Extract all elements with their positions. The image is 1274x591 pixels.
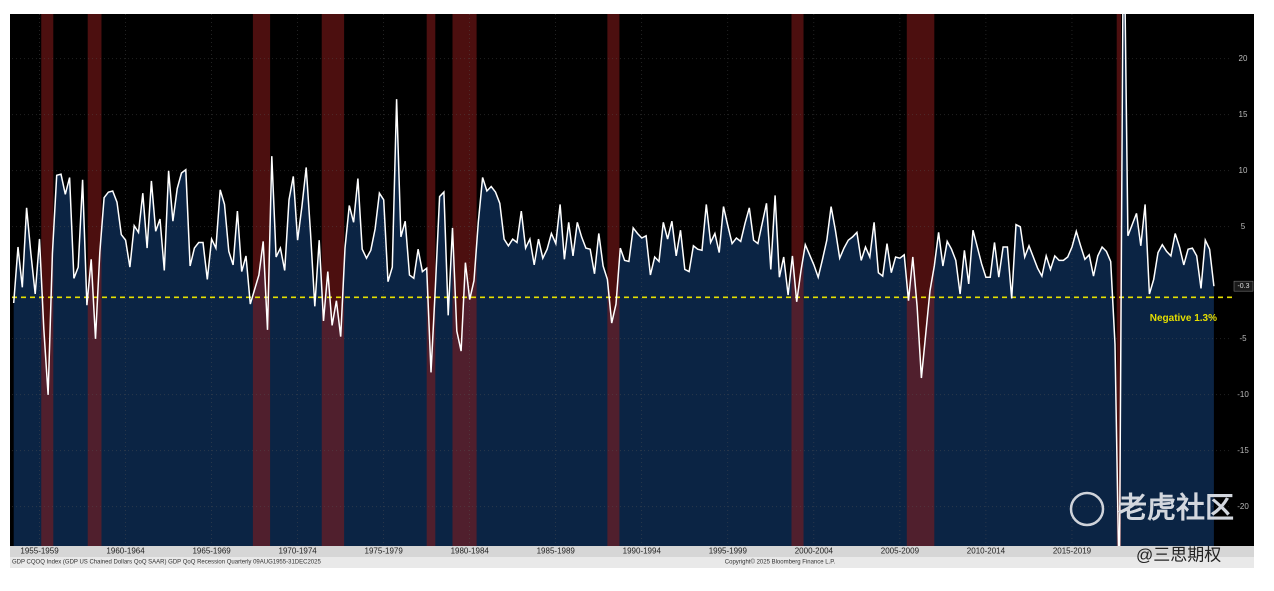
plot-area xyxy=(12,14,1232,546)
watermark-logo xyxy=(1069,491,1105,527)
recession-band xyxy=(41,14,54,546)
watermark: 老虎社区 xyxy=(1118,492,1234,525)
y-tick-label: -20 xyxy=(1237,502,1249,511)
y-tick-label: 5 xyxy=(1241,222,1246,231)
x-tick-label: 1955-1959 xyxy=(20,547,59,556)
y-tick-label: -5 xyxy=(1239,334,1247,343)
x-axis-strip xyxy=(10,546,1254,557)
x-tick-label: 1970-1974 xyxy=(279,547,318,556)
y-tick-label: -15 xyxy=(1237,446,1249,455)
x-tick-label: 1995-1999 xyxy=(709,547,748,556)
footer: GDP CQOQ Index (GDP US Chained Dollars Q… xyxy=(12,560,321,566)
recession-band xyxy=(607,14,620,546)
last-value-box xyxy=(1233,280,1254,292)
recession-band xyxy=(906,14,935,546)
recession-band xyxy=(791,14,804,546)
x-tick-label: 1980-1984 xyxy=(451,547,490,556)
x-tick-label: 2000-2004 xyxy=(795,547,834,556)
y-tick-label: 10 xyxy=(1239,166,1248,175)
x-tick-label: 1965-1969 xyxy=(192,547,231,556)
recession-band xyxy=(426,14,436,546)
recession-band xyxy=(1116,14,1122,546)
y-tick-label: -10 xyxy=(1237,390,1249,399)
x-tick-label: 1960-1964 xyxy=(106,547,145,556)
y-tick-label: 15 xyxy=(1239,110,1248,119)
credit: @三思期权 xyxy=(1136,545,1221,564)
recession-band xyxy=(321,14,345,546)
x-tick-label: 2005-2009 xyxy=(881,547,920,556)
x-tick-label: 1985-1989 xyxy=(537,547,576,556)
footer-strip xyxy=(10,557,1254,568)
line xyxy=(12,14,1215,546)
y-tick-label: 20 xyxy=(1239,54,1248,63)
x-tick-label: 1990-1994 xyxy=(623,547,662,556)
x-tick-label: 2015-2019 xyxy=(1053,547,1092,556)
x-tick-label: 2010-2014 xyxy=(967,547,1006,556)
annotation: Negative 1.3% xyxy=(1150,313,1217,324)
recession-band xyxy=(87,14,102,546)
recession-band xyxy=(252,14,271,546)
x-tick-label: 1975-1979 xyxy=(365,547,404,556)
copyright: Copyright© 2025 Bloomberg Finance L.P. xyxy=(725,559,836,566)
last-value-label: -0.3 xyxy=(1237,283,1249,290)
logo-circle xyxy=(1069,491,1105,527)
